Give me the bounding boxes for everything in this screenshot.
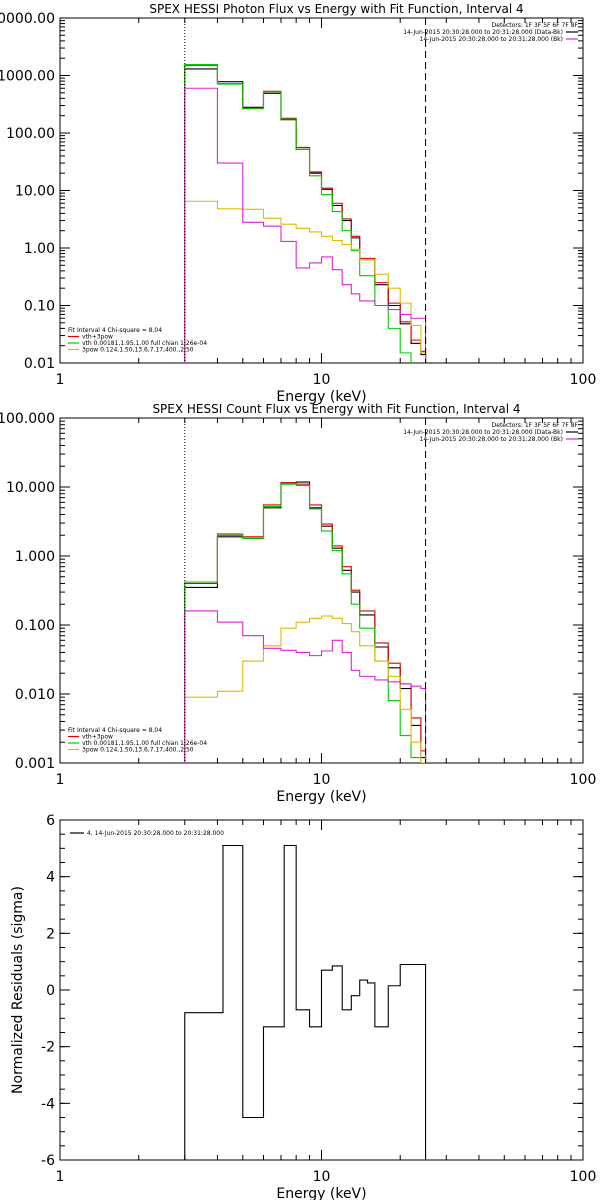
legend-entry: vth+3pow (82, 734, 113, 741)
y-tick-label: 0.01 (24, 356, 55, 372)
series-bk (184, 87, 427, 363)
y-tick-label: -6 (41, 1153, 55, 1169)
legend-entry: 4, 14-Jun-2015 20:30:28.000 to 20:31:28.… (87, 830, 224, 837)
y-tick-label: 0.100 (15, 618, 55, 634)
series-data-bk (184, 481, 427, 763)
y-tick-label: 100.000 (0, 411, 55, 427)
y-tick-label: 1.00 (24, 241, 55, 257)
legend-entry: vth+3pow (82, 334, 113, 341)
x-tick-label: 100 (570, 772, 597, 788)
chart-title: SPEX HESSI Count Flux vs Energy with Fit… (152, 402, 520, 416)
x-tick-label: 100 (570, 1169, 597, 1185)
y-axis: 100.000 10.000 1.000 0.100 0.010 0.001 (0, 411, 583, 772)
x-tick-label: 1 (56, 372, 65, 388)
info-block: Detectors: 1F 3F 5F 6F 7F 8F14-Jun-2015 … (403, 422, 578, 443)
series-3pow (184, 615, 427, 763)
series-group (184, 481, 427, 763)
y-tick-label: 0 (46, 983, 55, 999)
panel-3: 1 10 100 Energy (keV) 6 4 2 0 -2 -4 -6 Normalized R… (10, 813, 596, 1200)
series-group (184, 64, 427, 363)
info-line: Detectors: 1F 3F 5F 6F 7F 8F (492, 422, 579, 429)
series-vth+3pow (184, 64, 427, 363)
x-tick-label: 100 (570, 372, 597, 388)
y-axis: 6 4 2 0 -2 -4 -6 Normalized Residuals (sigma) (10, 813, 583, 1169)
info-line: 14-Jun-2015 20:30:28.000 to 20:31:28.000… (420, 36, 563, 43)
legend-entry: 3pow 0.124,1.50,13.6,7.17,400.,2.50 (82, 747, 194, 754)
series-vth (184, 64, 412, 363)
info-line: Detectors: 1F 3F 5F 6F 7F 8F (492, 22, 579, 29)
x-tick-label: 1 (56, 1169, 65, 1185)
y-tick-label: 1.000 (15, 549, 55, 565)
y-axis: 10000.00 1000.00 100.00 10.00 1.00 0.10 0.01 (0, 11, 583, 372)
series-residuals (184, 844, 427, 1160)
x-tick-label: 1 (56, 772, 65, 788)
x-axis: 1 10 100 Energy (keV) (56, 418, 597, 805)
y-tick-label: -2 (41, 1040, 55, 1056)
y-tick-label: 10000.00 (0, 11, 55, 27)
panel-2: SPEX HESSI Count Flux vs Energy with Fit… (0, 402, 596, 805)
x-axis-label: Energy (keV) (276, 389, 366, 405)
y-tick-label: 10.00 (15, 184, 55, 200)
legend: Fit Interval 4 Chi-square = 8.04vth+3pow… (68, 327, 207, 354)
series-vth (184, 483, 427, 763)
plot-frame (59, 417, 584, 764)
series-3pow (184, 200, 427, 363)
x-axis: 1 10 100 Energy (keV) (56, 820, 597, 1200)
series-group (184, 844, 427, 1160)
x-axis-label: Energy (keV) (276, 1186, 366, 1200)
series-vth+3pow (184, 482, 427, 763)
panel-1: SPEX HESSI Photon Flux vs Energy with Fi… (0, 2, 596, 405)
legend: Fit Interval 4 Chi-square = 8.04vth+3pow… (68, 727, 207, 754)
y-tick-label: 6 (46, 813, 55, 829)
y-tick-label: 10.000 (6, 480, 55, 496)
series-data-bk (184, 68, 427, 363)
y-axis-label: Normalized Residuals (sigma) (10, 886, 26, 1094)
y-tick-label: 100.00 (6, 126, 55, 142)
x-tick-label: 10 (313, 372, 331, 388)
info-line: 14-Jun-2015 20:30:28.000 to 20:31:28.000… (420, 436, 563, 443)
y-tick-label: 0.10 (24, 299, 55, 315)
y-tick-label: -4 (41, 1096, 55, 1112)
y-tick-label: 4 (46, 870, 55, 886)
legend-entry: 3pow 0.124,1.50,13.6,7.17,400.,2.50 (82, 347, 194, 354)
legend-entry: vth 0.00181,1.95,1.00 full chian 1.26e-0… (82, 340, 207, 347)
info-line: 14-Jun-2015 20:30:28.000 to 20:31:28.000… (403, 429, 563, 436)
legend: 4, 14-Jun-2015 20:30:28.000 to 20:31:28.… (70, 830, 224, 837)
chart-title: SPEX HESSI Photon Flux vs Energy with Fi… (149, 2, 523, 16)
y-tick-label: 0.001 (15, 756, 55, 772)
x-tick-label: 10 (313, 772, 331, 788)
series-bk (184, 610, 427, 763)
legend-entry: Fit Interval 4 Chi-square = 8.04 (68, 327, 162, 334)
legend-entry: vth 0.00181,1.95,1.00 full chian 1.26e-0… (82, 740, 207, 747)
legend-entry: Fit Interval 4 Chi-square = 8.04 (68, 727, 162, 734)
y-tick-label: 1000.00 (0, 69, 55, 85)
info-line: 14-Jun-2015 20:30:28.000 to 20:31:28.000… (403, 29, 563, 36)
x-tick-label: 10 (313, 1169, 331, 1185)
y-tick-label: 2 (46, 926, 55, 942)
x-axis: 1 10 100 Energy (keV) (56, 18, 597, 405)
y-tick-label: 0.010 (15, 687, 55, 703)
x-axis-label: Energy (keV) (276, 789, 366, 805)
info-block: Detectors: 1F 3F 5F 6F 7F 8F14-Jun-2015 … (403, 22, 578, 43)
